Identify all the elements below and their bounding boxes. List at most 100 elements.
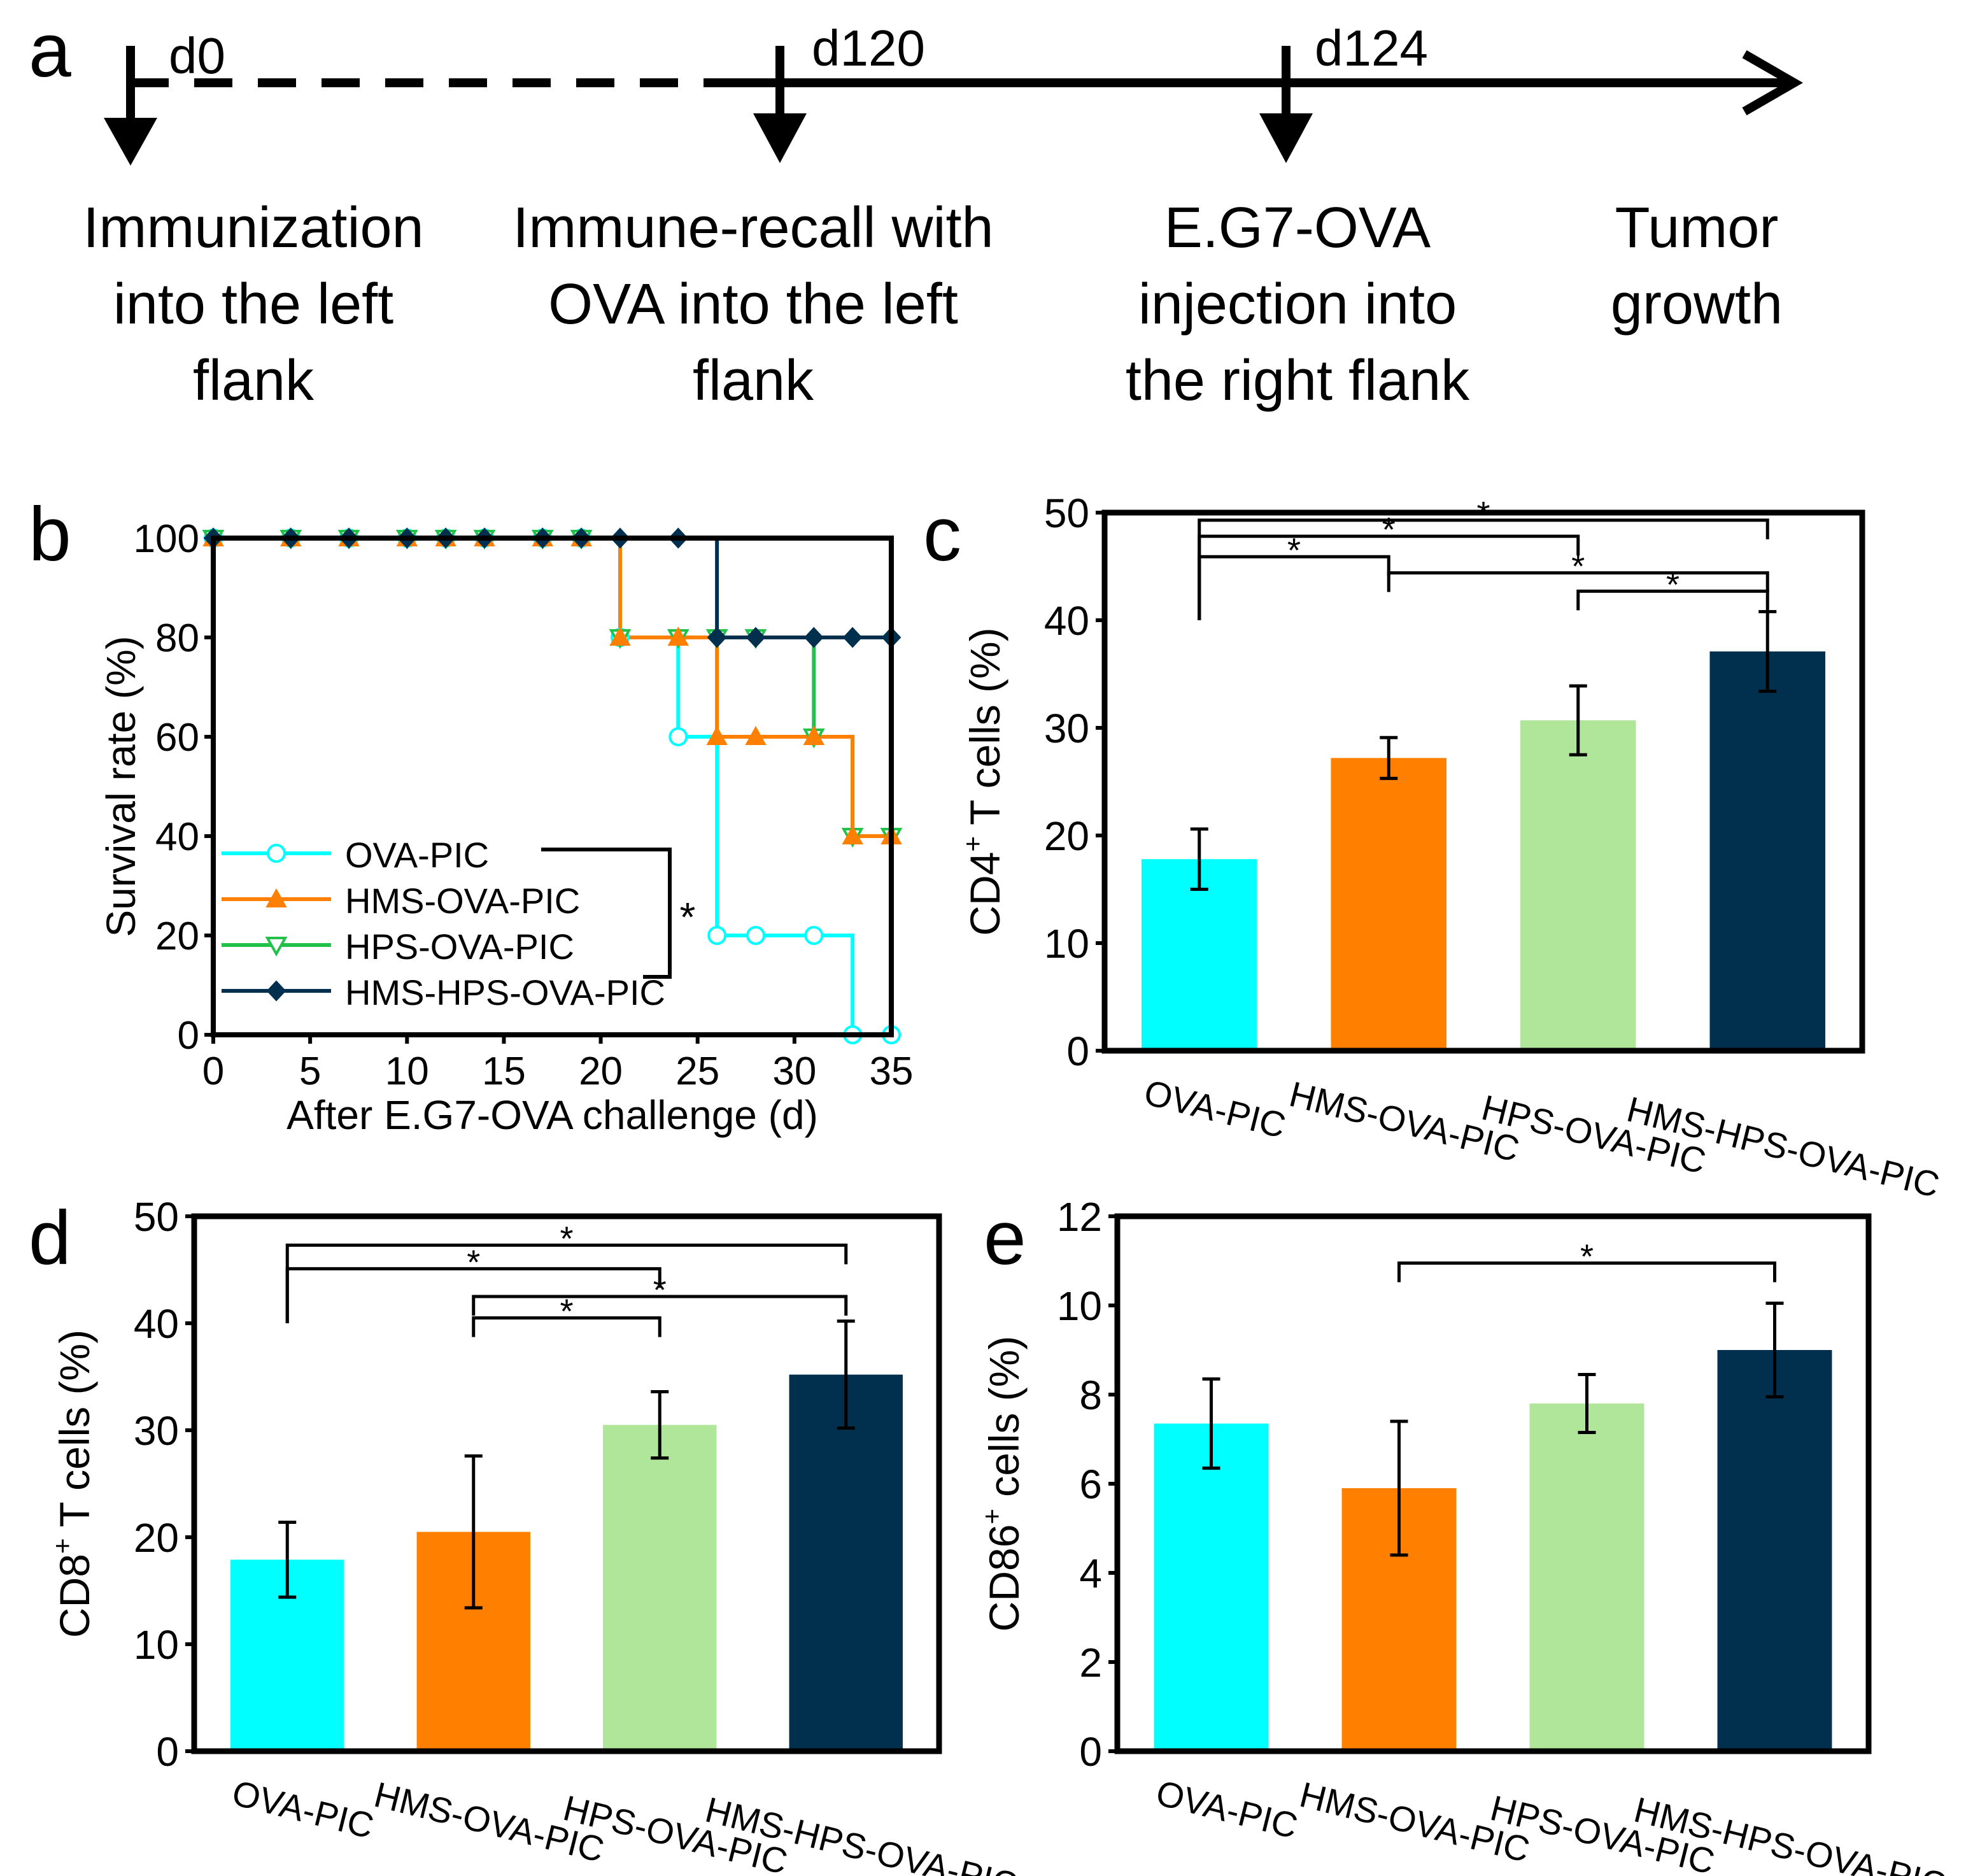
- timeline-step-text: E.G7-OVA: [1164, 196, 1431, 260]
- data-point: [667, 626, 689, 646]
- significance-star: *: [1571, 548, 1585, 586]
- x-tick-label: OVA-PIC: [1140, 1072, 1290, 1146]
- significance-star: *: [560, 1293, 573, 1331]
- legend-marker: [267, 844, 286, 863]
- legend-marker: [265, 937, 288, 957]
- significance-bracket: [472, 1316, 661, 1337]
- data-point: [745, 725, 767, 745]
- legend-label: HMS-OVA-PIC: [345, 881, 580, 921]
- bar: [789, 1374, 903, 1751]
- significance-star: *: [467, 1243, 480, 1281]
- significance-star: *: [1580, 1238, 1594, 1276]
- data-point: [804, 926, 824, 945]
- x-axis-label: After E.G7-OVA challenge (d): [286, 1092, 818, 1138]
- significance-star: *: [1666, 565, 1680, 604]
- significance-star: *: [680, 894, 696, 940]
- y-axis-label: Survival rate (%): [98, 636, 144, 937]
- timeline-step-text: Tumor: [1615, 196, 1779, 260]
- legend-label: HPS-OVA-PIC: [345, 927, 574, 967]
- y-tick-label: 12: [1057, 1194, 1102, 1240]
- plot-frame: [1101, 509, 1865, 1054]
- data-point: [707, 627, 727, 648]
- survival-chart: 0 20 40 60 80 100 0 5 10 15 20 25 30 35 After E.G7-OVA…: [98, 517, 913, 1138]
- legend-marker: [265, 888, 287, 907]
- y-tick-label: 0: [156, 1729, 179, 1775]
- timeline-marker-d0: [104, 46, 157, 166]
- timeline-step-text: growth: [1611, 273, 1783, 336]
- significance-bracket: [1397, 1261, 1776, 1283]
- y-tick-label: 20: [155, 914, 199, 958]
- y-tick-label: 4: [1079, 1551, 1102, 1596]
- significance-bracket: [285, 1267, 661, 1323]
- y-axis-label: CD4+ T cells (%): [958, 627, 1008, 935]
- y-axis-label: CD86+ cells (%): [977, 1336, 1028, 1632]
- bar: [603, 1425, 717, 1751]
- data-point: [803, 725, 824, 745]
- significance-star: *: [1287, 531, 1301, 569]
- bar: [1717, 1350, 1832, 1751]
- panel-label-c: c: [923, 492, 961, 577]
- data-point: [842, 627, 863, 648]
- x-tick-label: 20: [579, 1049, 623, 1093]
- bar: [1529, 1403, 1644, 1751]
- series-line: [213, 536, 891, 639]
- y-tick-label: 50: [1044, 490, 1089, 536]
- y-tick-label: 30: [134, 1408, 179, 1454]
- significance-bracket: [472, 1295, 848, 1316]
- timeline-step-text: flank: [693, 349, 814, 413]
- timeline-step-text: flank: [193, 349, 315, 413]
- bar: [1520, 720, 1636, 1051]
- x-tick-label: 35: [870, 1049, 914, 1093]
- y-tick-label: 50: [134, 1194, 179, 1240]
- y-tick-label: 100: [134, 517, 199, 561]
- x-tick-label: 0: [202, 1049, 224, 1093]
- y-tick-label: 10: [134, 1622, 179, 1668]
- significance-bracket: [1576, 589, 1769, 611]
- data-point: [707, 926, 727, 945]
- significance-star: *: [1382, 511, 1396, 549]
- panel-label-a: a: [29, 8, 71, 93]
- data-point: [746, 926, 765, 945]
- bar: [1142, 859, 1257, 1051]
- bar: [1154, 1423, 1269, 1751]
- y-tick-label: 2: [1079, 1640, 1102, 1686]
- timeline-marker-d124: [1259, 46, 1313, 163]
- x-tick-label: 30: [772, 1049, 816, 1093]
- y-tick-label: 20: [1044, 813, 1089, 859]
- timeline-step-text: Immune-recall with: [513, 196, 993, 260]
- plot-frame: [191, 1213, 942, 1754]
- significance-bracket: [1198, 555, 1390, 620]
- significance-star: *: [560, 1219, 573, 1258]
- plot-frame: [211, 536, 894, 1037]
- bar: [1331, 758, 1446, 1051]
- plot-frame: [1114, 1213, 1872, 1754]
- panel-label-b: b: [29, 492, 71, 577]
- timeline-step-text: injection into: [1138, 273, 1457, 336]
- y-tick-label: 60: [155, 716, 199, 760]
- x-tick-label: OVA-PIC: [1152, 1772, 1302, 1846]
- x-tick-label: OVA-PIC: [229, 1772, 378, 1846]
- panel-label-e: e: [984, 1195, 1026, 1281]
- y-tick-label: 10: [1044, 921, 1089, 967]
- y-tick-label: 6: [1079, 1461, 1102, 1507]
- y-tick-label: 80: [155, 616, 199, 660]
- x-tick-label: 5: [299, 1049, 321, 1093]
- series-line: [213, 536, 891, 838]
- timeline-step-text: Immunization: [83, 196, 423, 260]
- y-tick-label: 0: [178, 1014, 199, 1058]
- bar: [1709, 651, 1825, 1051]
- y-tick-label: 40: [155, 815, 199, 859]
- x-tick-label: 15: [482, 1049, 526, 1093]
- timeline-day-label: d124: [1315, 20, 1428, 76]
- series-line: [213, 536, 891, 838]
- data-point: [842, 825, 863, 844]
- data-point: [609, 626, 631, 646]
- significance-star: *: [653, 1271, 667, 1309]
- timeline-day-label: d0: [169, 27, 225, 84]
- significance-bracket: [541, 848, 672, 979]
- timeline-step-text: into the left: [113, 273, 393, 336]
- y-tick-label: 8: [1079, 1372, 1102, 1418]
